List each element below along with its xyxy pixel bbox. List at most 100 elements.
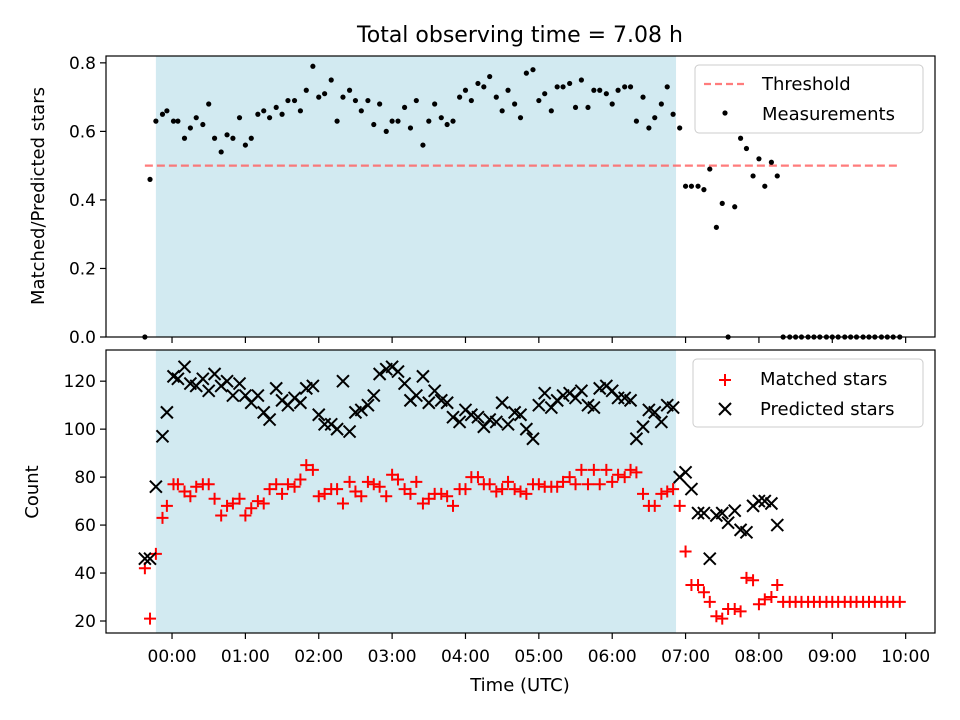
matched-star-point — [624, 463, 637, 476]
predicted-star-point — [526, 432, 540, 446]
predicted-star-point — [691, 506, 705, 520]
measurement-point — [523, 70, 529, 76]
measurement-point — [597, 87, 603, 93]
y-tick-label: 0.0 — [69, 328, 96, 348]
measurement-point — [206, 101, 212, 107]
predicted-star-point — [446, 410, 460, 424]
measurement-point — [147, 176, 153, 182]
measurement-point — [512, 101, 518, 107]
measurement-point — [261, 108, 267, 114]
measurement-point — [750, 173, 756, 179]
measurement-point — [468, 97, 474, 104]
matched-star-point — [532, 478, 545, 491]
predicted-star-point — [501, 417, 515, 432]
measurement-point — [346, 87, 353, 93]
measurement-point — [273, 104, 279, 111]
measurement-point — [603, 91, 609, 97]
predicted-star-point — [232, 376, 247, 391]
measurement-point — [170, 118, 177, 124]
x-tick-label: 03:00 — [368, 647, 417, 667]
predicted-star-point — [648, 405, 662, 420]
measurement-point — [633, 118, 640, 124]
matched-star-point — [569, 478, 582, 491]
measurement-point — [567, 80, 573, 87]
measurement-point — [560, 84, 566, 90]
y-tick-label: 20 — [74, 612, 96, 632]
matched-star-point — [893, 595, 906, 608]
measurement-point — [352, 97, 359, 104]
measurement-point — [153, 118, 159, 124]
matched-star-point — [447, 499, 460, 512]
matched-star-point — [184, 490, 197, 503]
matched-star-point — [190, 480, 203, 493]
matched-star-point — [679, 545, 692, 558]
predicted-star-point — [739, 525, 754, 539]
matched-star-point — [557, 475, 570, 488]
top-axes-frame — [105, 55, 936, 338]
predicted-star-point — [391, 364, 405, 379]
matched-star-point — [373, 480, 386, 493]
measurement-point — [627, 84, 634, 90]
measurement-point — [200, 121, 206, 128]
matched-star-point — [587, 463, 600, 476]
y-tick-label: 100 — [64, 420, 96, 440]
matched-star-point — [215, 509, 228, 522]
bottom-legend: Matched stars Predicted stars — [692, 358, 924, 428]
matched-star-point — [343, 475, 356, 488]
measurement-point — [554, 84, 560, 90]
matched-star-point — [233, 492, 246, 505]
measurement-point — [756, 156, 762, 162]
matched-star-point — [239, 509, 252, 522]
measurement-point — [413, 97, 419, 104]
x-tick-label: 05:00 — [514, 647, 563, 667]
matched-star-point — [716, 612, 729, 625]
matched-star-point — [410, 475, 423, 488]
measurement-point — [377, 101, 383, 107]
predicted-star-point — [306, 379, 320, 393]
matched-star-point — [520, 487, 533, 500]
predicted-star-point — [697, 506, 711, 520]
measurement-point — [487, 73, 493, 80]
predicted-star-point — [728, 503, 742, 518]
measurement-point — [609, 101, 615, 107]
predicted-star-point — [262, 412, 277, 427]
predicted-star-point — [636, 420, 650, 434]
matched-star-point — [703, 595, 716, 608]
measurement-point — [701, 187, 707, 193]
measurement-point — [652, 115, 658, 121]
matched-star-point — [257, 497, 270, 510]
measurement-point — [481, 84, 487, 90]
measurement-point — [695, 183, 701, 189]
matched-star-point — [276, 487, 289, 500]
measurement-point — [768, 159, 775, 165]
matched-star-point — [208, 492, 221, 505]
matched-star-point — [697, 586, 710, 599]
predicted-star-point — [519, 422, 534, 436]
x-tick-label: 06:00 — [588, 647, 637, 667]
x-tick-label: 04:00 — [441, 647, 490, 667]
predicted-star-point — [427, 384, 442, 398]
measurement-point — [328, 77, 334, 83]
top-legend: Threshold Measurements — [694, 64, 924, 134]
measurement-point — [682, 183, 689, 189]
measurement-point — [462, 87, 469, 93]
matched-star-point — [673, 499, 686, 512]
y-tick-label: 80 — [74, 468, 96, 488]
measurement-point — [542, 91, 548, 97]
legend-predicted-label: Predicted stars — [760, 399, 894, 420]
matched-star-point — [496, 483, 509, 496]
predicted-star-point — [367, 388, 381, 403]
matched-star-point — [508, 483, 521, 496]
matched-star-point — [728, 603, 741, 616]
measurement-point — [677, 125, 683, 131]
predicted-star-point — [471, 410, 485, 424]
predicted-star-point — [354, 403, 369, 417]
bottom-x-label: Time (UTC) — [469, 675, 570, 696]
measurement-point — [230, 135, 236, 141]
legend-matched-label: Matched stars — [760, 369, 887, 390]
bottom-legend-box — [692, 358, 924, 428]
y-tick-label: 0.6 — [69, 122, 96, 142]
bottom-y-label: Count — [22, 465, 43, 518]
matched-star-point — [771, 579, 784, 592]
measurement-point — [438, 115, 444, 121]
